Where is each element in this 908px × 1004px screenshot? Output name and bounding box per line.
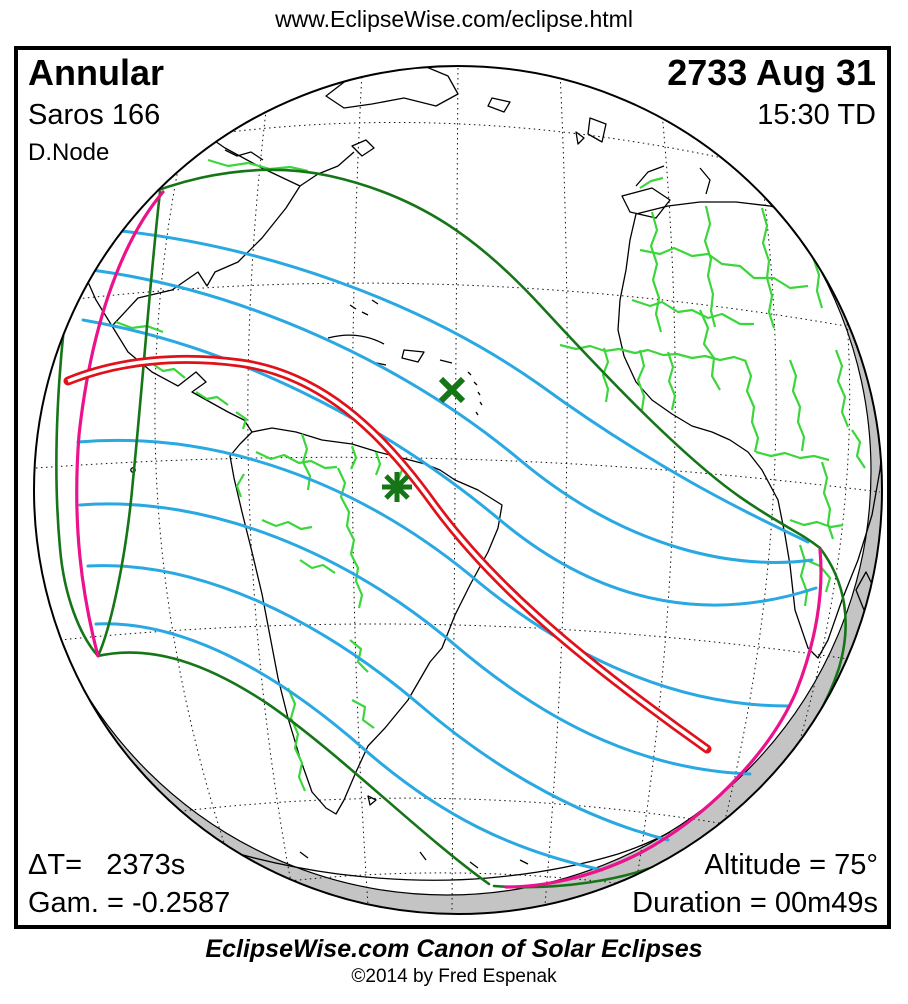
magnitude-contours	[76, 228, 818, 872]
node-label: D.Node	[28, 139, 110, 166]
duration-value: Duration = 00m49s	[632, 887, 878, 919]
saros-label: Saros 166	[28, 99, 161, 131]
central-path-core	[67, 357, 709, 751]
contour-south-1	[76, 438, 790, 708]
penumbra-limit-curves	[55, 168, 847, 889]
contour-south-4	[94, 622, 604, 872]
contour-south-3	[86, 564, 670, 842]
subsolar-point-marker	[438, 376, 466, 404]
contour-north-2	[90, 268, 814, 564]
eclipse-time: 15:30 TD	[757, 99, 876, 131]
altitude-value: Altitude = 75°	[704, 849, 878, 881]
canon-caption: EclipseWise.com Canon of Solar Eclipses	[205, 935, 703, 963]
north-penumbra-limit	[76, 168, 822, 550]
southeast-rise-set-limit	[504, 548, 823, 889]
west-limb-limit	[55, 270, 100, 658]
south-penumbra-limit	[96, 651, 491, 886]
contour-south-2	[78, 502, 752, 776]
rise-set-limit-curves	[75, 190, 823, 889]
west-penumbra-limit	[96, 190, 162, 658]
day-disk	[34, 66, 872, 896]
copyright-notice: ©2014 by Fred Espenak	[351, 966, 557, 987]
greatest-eclipse-marker	[382, 472, 412, 502]
central-path	[63, 354, 712, 754]
map-frame	[14, 46, 891, 929]
west-rise-set-limit	[75, 190, 165, 658]
eclipse-date: 2733 Aug 31	[667, 52, 876, 93]
contour-north-1	[81, 318, 818, 607]
globe-outline	[33, 65, 883, 915]
site-url: www.EclipseWise.com/eclipse.html	[275, 6, 633, 32]
delta-t-value: ΔT= 2373s	[28, 849, 186, 881]
contour-north-3	[110, 228, 810, 544]
eclipse-type-label: Annular	[28, 52, 165, 93]
gamma-value: Gam. = -0.2587	[28, 887, 231, 919]
